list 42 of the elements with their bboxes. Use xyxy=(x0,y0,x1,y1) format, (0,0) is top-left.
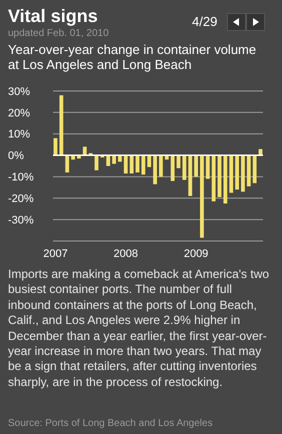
bar xyxy=(252,155,257,184)
bar xyxy=(159,155,163,177)
bar xyxy=(241,155,245,192)
y-tick-label: -30% xyxy=(8,214,34,226)
bar xyxy=(258,149,262,156)
text: Imports are making a comeback at America's two busiest container ports. The number of full inbound containers at the ports of Long Beach, Calif., and Los Angeles were 2.9% higher in December than a year earlier, the first year-over-year increase in more than two years. That may be a sign that retailers, after cutting inventories sharply, are in the process of restocking. xyxy=(8,267,270,390)
bar xyxy=(141,155,146,175)
bar xyxy=(54,138,58,156)
bar xyxy=(229,155,234,193)
bar xyxy=(218,155,222,198)
bar xyxy=(176,155,180,168)
bar xyxy=(118,155,122,162)
bar xyxy=(188,155,192,196)
y-tick-label: -10% xyxy=(8,172,34,184)
bar xyxy=(59,95,64,156)
bar xyxy=(182,155,186,180)
text: updated Feb. 01, 2010 xyxy=(8,28,109,39)
x-tick-label: 2007 xyxy=(43,248,68,260)
y-tick-label: -20% xyxy=(8,192,34,205)
y-tick-label: 10% xyxy=(8,128,30,141)
y-tick-label: 20% xyxy=(8,107,30,120)
bar xyxy=(153,155,157,184)
source-note: Source: Ports of Long Beach and Los Angeles xyxy=(8,418,213,429)
bar xyxy=(170,155,175,181)
y-tick-label: 30% xyxy=(8,86,30,98)
bar xyxy=(94,155,98,170)
bar xyxy=(130,155,134,174)
bar xyxy=(223,155,228,204)
chart-title: Vital signs xyxy=(8,6,98,27)
text: 4/29 xyxy=(192,14,218,29)
y-tick-label: 0% xyxy=(8,150,24,162)
bar xyxy=(112,155,116,164)
bar xyxy=(200,155,204,238)
bar xyxy=(136,155,140,172)
bar xyxy=(206,155,210,179)
bar xyxy=(246,155,251,186)
bar xyxy=(212,155,216,202)
bar xyxy=(235,155,239,190)
x-tick-label: 2009 xyxy=(184,248,208,260)
bar xyxy=(194,155,198,177)
x-tick-label: 2008 xyxy=(114,248,138,260)
chart-subtitle: Year-over-year change in container volume at Los Angeles and Long Beach xyxy=(8,42,258,72)
